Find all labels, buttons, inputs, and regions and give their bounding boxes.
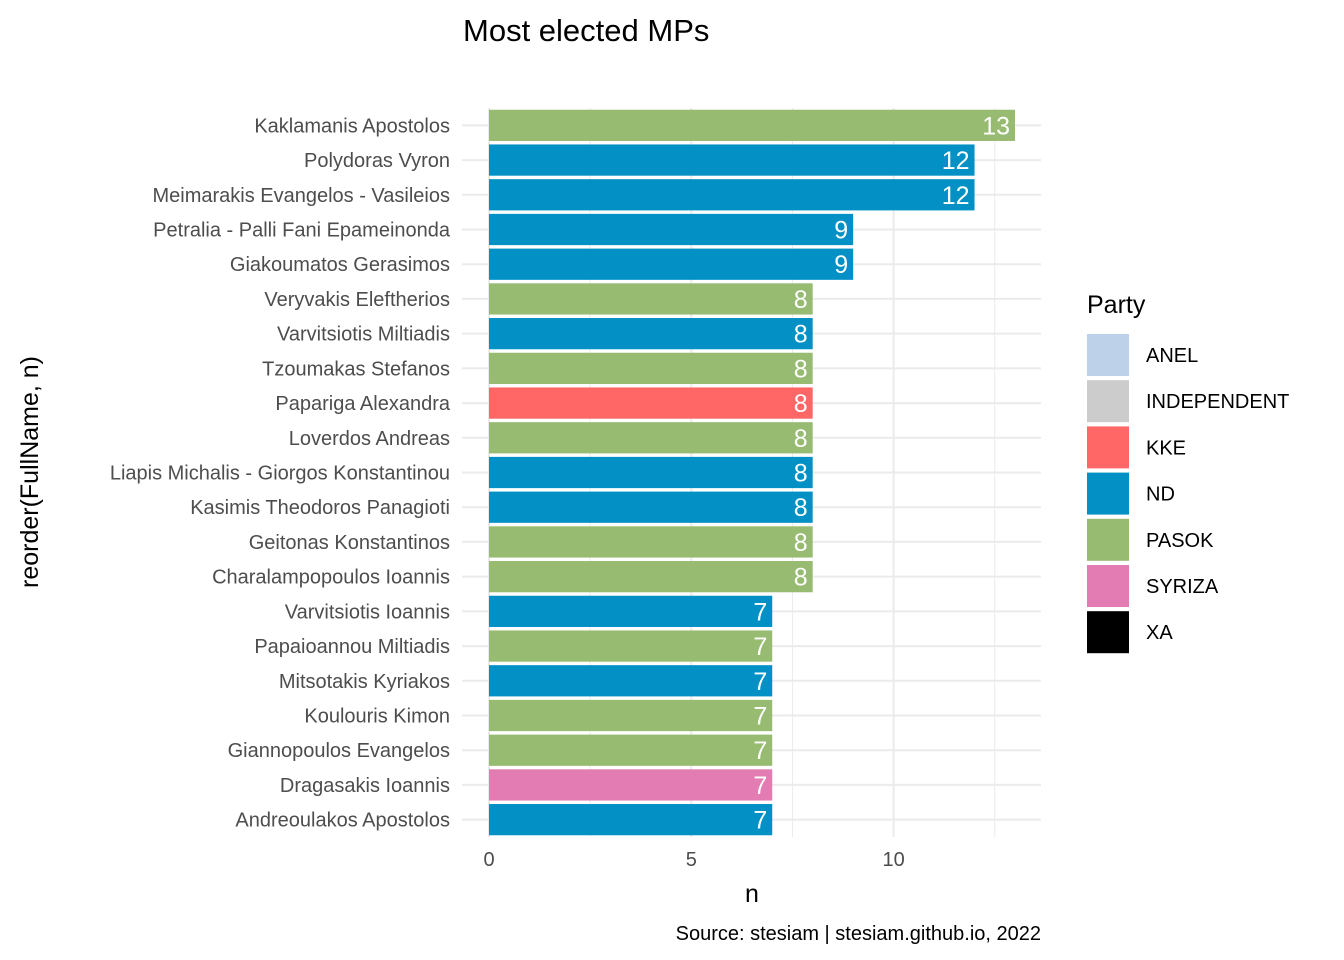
y-axis-title: reorder(FullName, n) xyxy=(16,356,44,588)
y-tick-label: Giannopoulos Evangelos xyxy=(228,740,450,762)
bar xyxy=(489,665,773,697)
chart-caption: Source: stesiam | stesiam.github.io, 202… xyxy=(676,923,1041,945)
legend-swatch xyxy=(1087,611,1129,654)
legend-label: ND xyxy=(1146,484,1175,506)
y-tick-label: Meimarakis Evangelos - Vasileios xyxy=(152,185,450,207)
bar xyxy=(489,561,813,593)
bar-value-label: 7 xyxy=(753,807,767,835)
legend-label: PASOK xyxy=(1146,530,1214,552)
legend-label: INDEPENDENT xyxy=(1146,391,1289,413)
bar-value-label: 12 xyxy=(942,182,970,210)
bar xyxy=(489,422,813,454)
legend-label: KKE xyxy=(1146,437,1186,459)
legend-label: ANEL xyxy=(1146,345,1198,367)
legend-label: XA xyxy=(1146,622,1173,644)
bar-value-label: 12 xyxy=(942,147,970,175)
x-tick-label: 5 xyxy=(686,849,697,871)
bar xyxy=(489,630,773,662)
x-tick-label: 10 xyxy=(882,849,904,871)
bar-value-label: 7 xyxy=(753,703,767,731)
bar xyxy=(489,109,1015,141)
legend-swatch xyxy=(1087,472,1129,515)
legend-swatch xyxy=(1087,565,1129,607)
bar-value-label: 9 xyxy=(834,217,848,245)
bar-value-label: 8 xyxy=(794,321,808,349)
bar xyxy=(489,595,773,627)
bar xyxy=(489,456,813,489)
bar-value-label: 8 xyxy=(794,390,808,418)
bar xyxy=(489,352,813,384)
bar xyxy=(489,179,975,211)
y-tick-label: Giakoumatos Gerasimos xyxy=(230,254,450,276)
legend-swatch xyxy=(1087,380,1129,423)
bar xyxy=(489,769,773,801)
bar xyxy=(489,491,813,523)
bar xyxy=(489,387,813,419)
legend-swatch xyxy=(1087,334,1129,376)
y-tick-label: Tzoumakas Stefanos xyxy=(262,358,450,380)
bar-value-label: 8 xyxy=(794,355,808,383)
bar-value-label: 7 xyxy=(753,598,767,626)
legend-title: Party xyxy=(1087,291,1146,319)
bar-value-label: 8 xyxy=(794,460,808,488)
x-tick-label: 0 xyxy=(483,849,494,871)
y-tick-label: Dragasakis Ioannis xyxy=(280,775,450,797)
x-axis-ticks: 0 5 10 xyxy=(483,849,904,871)
y-tick-label: Koulouris Kimon xyxy=(304,706,450,728)
bar-value-label: 13 xyxy=(982,112,1010,140)
y-tick-label: Veryvakis Eleftherios xyxy=(264,289,450,311)
bar xyxy=(489,213,854,246)
bar xyxy=(489,526,813,558)
bar-value-label: 7 xyxy=(753,633,767,661)
bars xyxy=(489,109,1015,836)
y-tick-label: Andreoulakos Apostolos xyxy=(235,810,450,832)
bar-value-label: 8 xyxy=(794,564,808,592)
bar xyxy=(489,699,773,732)
legend-swatch xyxy=(1087,426,1129,469)
y-tick-label: Papariga Alexandra xyxy=(275,393,450,415)
bar-value-label: 8 xyxy=(794,494,808,522)
y-tick-label: Polydoras Vyron xyxy=(304,150,450,172)
bar xyxy=(489,734,773,766)
y-tick-label: Kaklamanis Apostolos xyxy=(254,115,450,137)
bar-value-label: 8 xyxy=(794,286,808,314)
bar xyxy=(489,318,813,350)
bar-value-label: 7 xyxy=(753,737,767,765)
bar-value-label: 8 xyxy=(794,529,808,557)
chart-title: Most elected MPs xyxy=(463,13,709,48)
y-tick-label: Mitsotakis Kyriakos xyxy=(279,671,450,693)
bar xyxy=(489,804,773,836)
x-axis-title: n xyxy=(745,880,759,908)
y-tick-label: Liapis Michalis - Giorgos Konstantinou xyxy=(110,463,450,485)
bar xyxy=(489,283,813,315)
y-tick-label: Varvitsiotis Ioannis xyxy=(285,601,450,623)
y-tick-label: Kasimis Theodoros Panagioti xyxy=(190,497,450,519)
legend: Party ANEL INDEPENDENT KKE ND PASOK SYRIZA XA xyxy=(1087,291,1289,654)
legend-swatch xyxy=(1087,518,1129,561)
bar-value-label: 7 xyxy=(753,668,767,696)
y-tick-label: Petralia - Palli Fani Epameinonda xyxy=(153,220,451,242)
bar-value-label: 8 xyxy=(794,425,808,453)
bar xyxy=(489,248,854,280)
y-tick-label: Geitonas Konstantinos xyxy=(249,532,450,554)
y-axis-ticks: Kaklamanis Apostolos Polydoras Vyron Meima… xyxy=(110,115,451,831)
y-tick-label: Loverdos Andreas xyxy=(289,428,450,450)
y-tick-label: Varvitsiotis Miltiadis xyxy=(277,324,450,346)
bar-value-label: 9 xyxy=(834,251,848,279)
y-tick-label: Charalampopoulos Ioannis xyxy=(212,567,450,589)
y-tick-label: Papaioannou Miltiadis xyxy=(254,636,450,658)
bar xyxy=(489,144,975,176)
bar-value-label: 7 xyxy=(753,772,767,800)
legend-items: ANEL INDEPENDENT KKE ND PASOK SYRIZA XA xyxy=(1087,334,1289,654)
legend-label: SYRIZA xyxy=(1146,576,1219,598)
